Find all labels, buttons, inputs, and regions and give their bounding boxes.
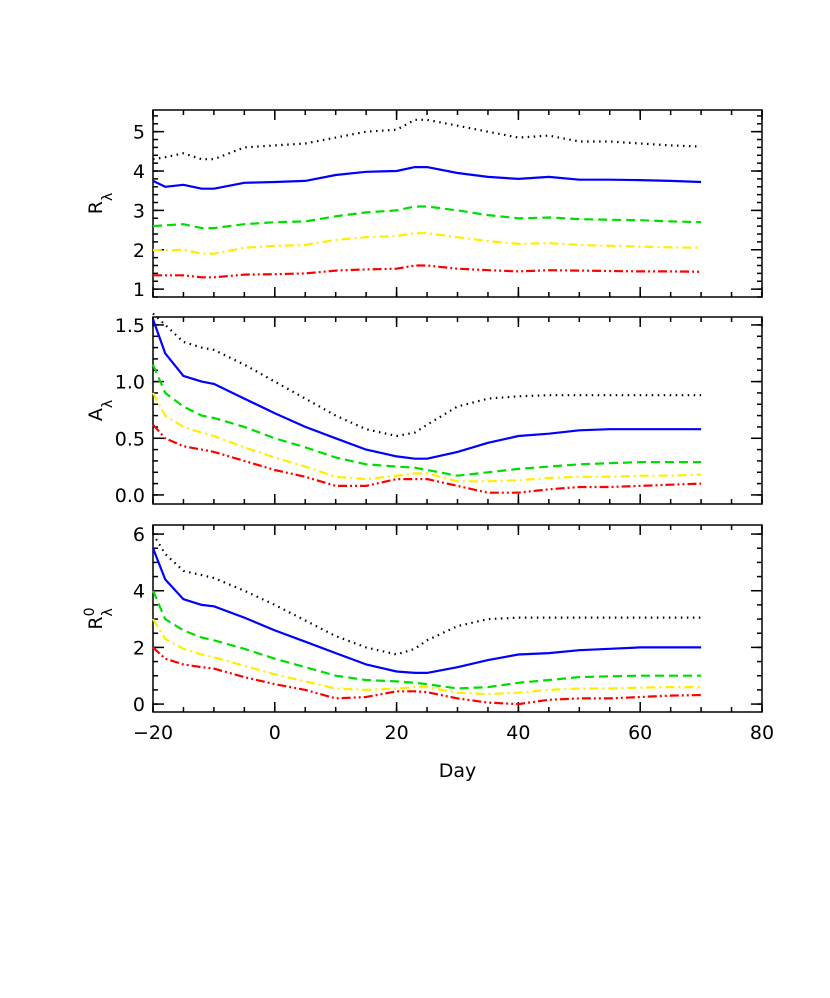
series-line bbox=[151, 547, 702, 674]
series-line bbox=[152, 618, 702, 696]
series-line bbox=[151, 590, 702, 690]
y-tick-label: 6 bbox=[133, 524, 145, 546]
y-tick-label: 0 bbox=[133, 694, 145, 716]
y-tick-label: 1.0 bbox=[115, 372, 145, 394]
y-tick-label: 4 bbox=[133, 161, 145, 183]
y-label-base: R bbox=[85, 201, 107, 214]
series-line bbox=[152, 166, 702, 190]
y-tick-label: 3 bbox=[133, 200, 145, 222]
series-line bbox=[151, 364, 702, 477]
plot-frame bbox=[152, 109, 763, 298]
series-line bbox=[152, 118, 702, 161]
x-tick-label: 60 bbox=[628, 722, 652, 744]
y-label-sup: 0 bbox=[82, 607, 98, 616]
y-tick-label: 2 bbox=[133, 240, 145, 262]
y-axis-label: Aλ bbox=[85, 400, 116, 421]
y-label-sub: λ bbox=[100, 608, 116, 616]
y-tick-label: 2 bbox=[133, 637, 145, 659]
y-tick-label: 0.0 bbox=[115, 485, 145, 507]
y-tick-label: 1 bbox=[133, 279, 145, 301]
panel: 0.0 0.5 1.0 1.5 Aλ bbox=[85, 312, 763, 507]
x-tick-label: 0 bbox=[269, 722, 281, 744]
x-tick-label: −20 bbox=[133, 722, 173, 744]
x-tick-label: 20 bbox=[385, 722, 409, 744]
series-line bbox=[152, 392, 702, 483]
x-tick-label: 40 bbox=[506, 722, 530, 744]
x-axis-label: Day bbox=[439, 760, 477, 782]
y-axis-label: R0 λ bbox=[82, 607, 116, 629]
series-line bbox=[152, 232, 702, 255]
y-tick-label: 5 bbox=[133, 122, 145, 144]
y-tick-label: 1.5 bbox=[115, 315, 145, 337]
series-line bbox=[152, 423, 702, 494]
series-line bbox=[152, 646, 702, 706]
y-label-base: A bbox=[85, 408, 107, 421]
series-line bbox=[151, 318, 702, 460]
y-label-sub: λ bbox=[100, 400, 116, 408]
y-label-base: R bbox=[85, 616, 107, 629]
series-line bbox=[152, 533, 702, 656]
y-axis-label: Rλ bbox=[85, 193, 116, 215]
series-line bbox=[152, 312, 702, 438]
x-tick-label: 80 bbox=[750, 722, 774, 744]
y-tick-label: 4 bbox=[133, 581, 145, 603]
panel: 1 2 3 4 5 Rλ bbox=[85, 109, 763, 301]
y-tick-label: 0.5 bbox=[115, 428, 145, 450]
y-label-sub: λ bbox=[100, 193, 116, 201]
series-line bbox=[152, 205, 702, 230]
series-line bbox=[153, 264, 702, 279]
